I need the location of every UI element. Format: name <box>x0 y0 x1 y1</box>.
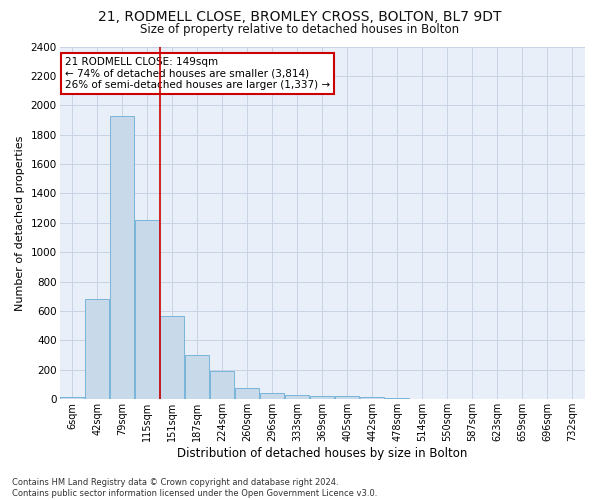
Bar <box>385 398 409 400</box>
Text: 21 RODMELL CLOSE: 149sqm
← 74% of detached houses are smaller (3,814)
26% of sem: 21 RODMELL CLOSE: 149sqm ← 74% of detach… <box>65 57 330 90</box>
Bar <box>410 398 434 400</box>
Text: 21, RODMELL CLOSE, BROMLEY CROSS, BOLTON, BL7 9DT: 21, RODMELL CLOSE, BROMLEY CROSS, BOLTON… <box>98 10 502 24</box>
Bar <box>60 397 84 400</box>
Text: Contains HM Land Registry data © Crown copyright and database right 2024.
Contai: Contains HM Land Registry data © Crown c… <box>12 478 377 498</box>
Text: Size of property relative to detached houses in Bolton: Size of property relative to detached ho… <box>140 22 460 36</box>
Bar <box>335 396 359 400</box>
Bar <box>160 316 184 400</box>
Bar <box>85 300 109 400</box>
X-axis label: Distribution of detached houses by size in Bolton: Distribution of detached houses by size … <box>177 447 467 460</box>
Bar <box>286 395 309 400</box>
Bar <box>260 394 284 400</box>
Bar <box>185 355 209 400</box>
Bar <box>361 397 384 400</box>
Bar <box>235 388 259 400</box>
Bar <box>135 220 159 400</box>
Bar <box>110 116 134 400</box>
Bar <box>310 396 334 400</box>
Bar <box>211 370 234 400</box>
Y-axis label: Number of detached properties: Number of detached properties <box>15 135 25 310</box>
